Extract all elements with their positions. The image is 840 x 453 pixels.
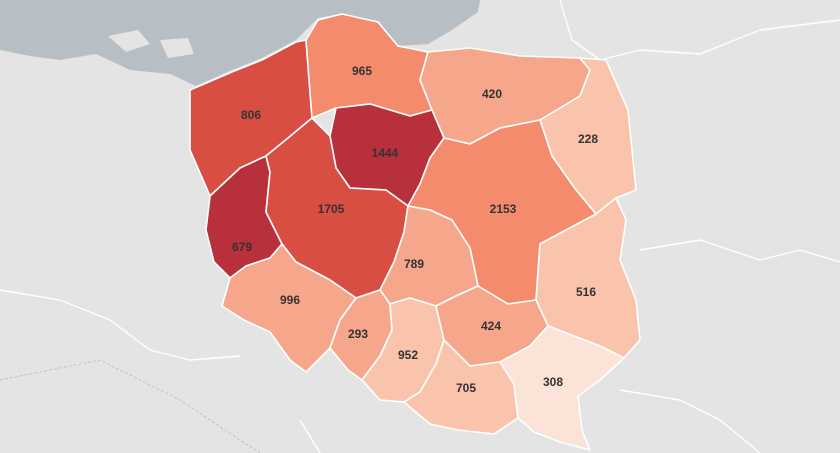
region-value-pomorskie: 965 [352,64,372,78]
region-value-warminsko-mazurskie: 420 [482,87,502,101]
region-value-lubuskie: 679 [232,240,252,254]
border-line [0,359,261,453]
island [160,38,194,58]
region-malopolskie[interactable] [403,339,519,435]
region-value-lubelskie: 516 [576,285,596,299]
region-value-wielkopolskie: 1705 [318,202,345,216]
region-value-podlaskie: 228 [578,132,598,146]
region-value-lodzkie: 789 [404,257,424,271]
region-value-slaskie: 952 [398,348,418,362]
region-value-malopolskie: 705 [456,381,476,395]
region-value-kujawsko-pomorskie: 1444 [372,146,399,160]
border-line [299,419,321,453]
border-line [0,289,241,361]
region-value-mazowieckie: 2153 [490,202,517,216]
border-line [619,389,761,453]
region-value-zachodniopomorskie: 806 [241,108,261,122]
border-line [559,0,840,61]
region-value-swietokrzyskie: 424 [481,319,501,333]
baltic-sea [0,0,480,86]
island [108,30,150,52]
region-podkarpackie[interactable] [499,325,625,451]
region-value-podkarpackie: 308 [543,375,563,389]
region-value-opolskie: 293 [348,327,368,341]
border-line [639,239,840,263]
region-value-dolnoslaskie: 996 [280,293,300,307]
